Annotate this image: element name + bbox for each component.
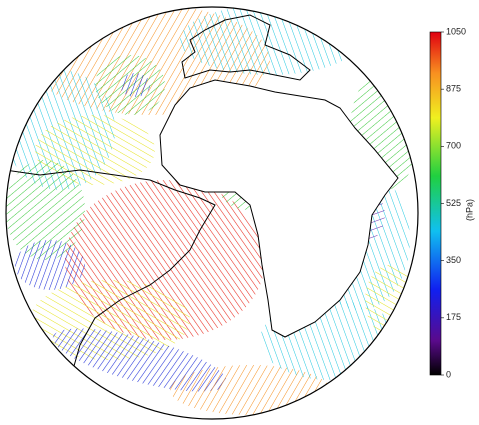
colorbar-label: (hPa) bbox=[464, 199, 474, 221]
colorbar-tick-label: 875 bbox=[446, 84, 461, 94]
wind-field bbox=[6, 7, 418, 419]
colorbar: (hPa) 0 175 350 525 700 875 1050 bbox=[429, 26, 474, 379]
globe-outline bbox=[5, 6, 419, 420]
colorbar-tick-label: 175 bbox=[446, 312, 461, 322]
colorbar-tick-label: 350 bbox=[446, 255, 461, 265]
colorbar-tick-label: 700 bbox=[446, 141, 461, 151]
colorbar-tick-label: 525 bbox=[446, 198, 461, 208]
colorbar-scale bbox=[429, 31, 442, 376]
colorbar-tick-label: 1050 bbox=[446, 26, 466, 36]
colorbar-tick-label: 0 bbox=[446, 369, 451, 379]
